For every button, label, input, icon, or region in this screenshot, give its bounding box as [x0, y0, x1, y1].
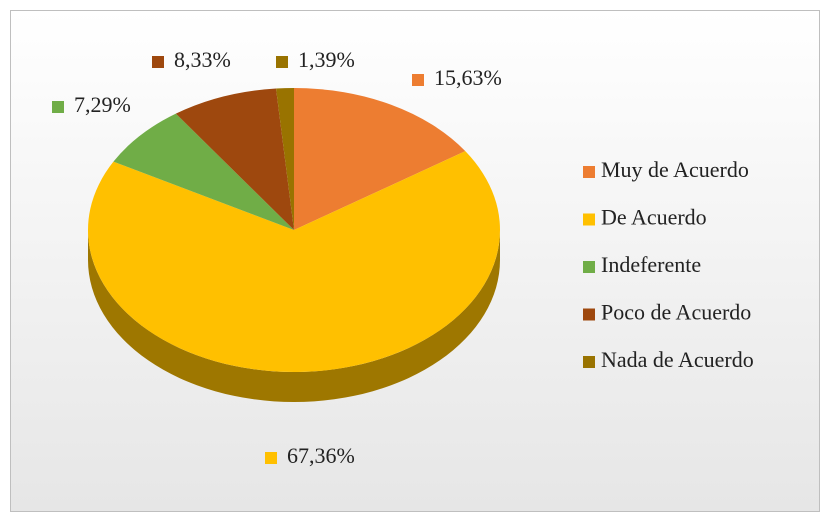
legend-swatch [583, 166, 595, 178]
slice [113, 113, 294, 230]
legend-swatch [583, 213, 595, 226]
data-label: 67,36% [287, 443, 355, 468]
slice [88, 151, 501, 372]
legend-label: Poco de Acuerdo [601, 300, 751, 325]
label-swatch [265, 452, 277, 464]
slice [175, 88, 294, 230]
slice-side [88, 230, 500, 402]
label-swatch [412, 74, 424, 86]
legend: Muy de Acuerdo De Acuerdo Indeferente Poco … [583, 157, 754, 372]
legend-swatch [583, 356, 595, 368]
legend-label: De Acuerdo [601, 205, 707, 230]
legend-label: Muy de Acuerdo [601, 157, 749, 182]
data-label: 8,33% [174, 47, 231, 72]
legend-swatch [583, 308, 595, 321]
legend-label: Nada de Acuerdo [601, 347, 754, 372]
slice [276, 88, 294, 230]
data-label: 7,29% [74, 92, 131, 117]
data-label: 1,39% [298, 47, 355, 72]
legend-label: Indeferente [601, 252, 701, 277]
label-swatch [276, 56, 288, 68]
label-swatch [152, 56, 164, 68]
pie-sides [88, 230, 500, 402]
pie-tops [88, 88, 501, 372]
label-swatch [52, 101, 64, 113]
data-labels: 15,63% 67,36% 7,29% 8,33% 1,39% [52, 47, 502, 468]
legend-swatch [583, 261, 595, 273]
slice [294, 88, 466, 230]
data-label: 15,63% [434, 65, 502, 90]
